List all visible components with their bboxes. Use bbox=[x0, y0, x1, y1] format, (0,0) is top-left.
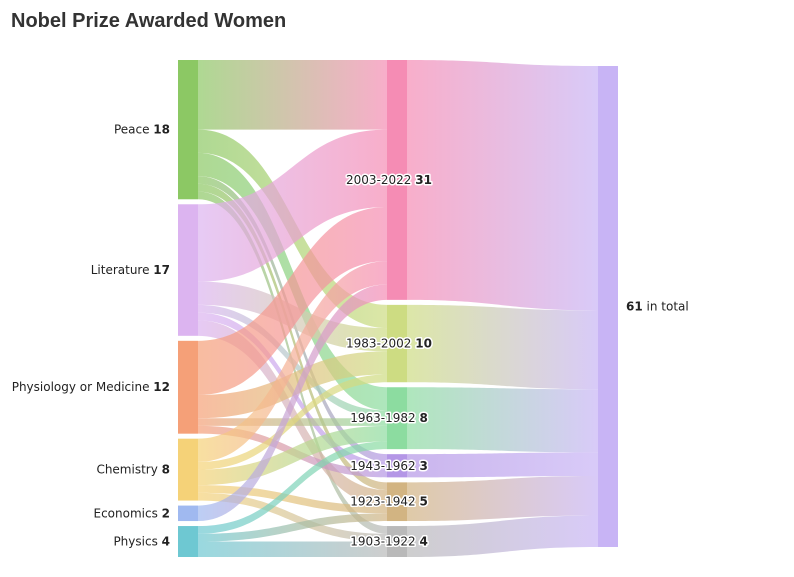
link-physiology-or-medicine-to-2003-2022[interactable] bbox=[198, 207, 387, 395]
node-label-1903-1922: 1903-1922 4 bbox=[350, 534, 428, 548]
node-label-1983-2002: 1983-2002 10 bbox=[346, 336, 432, 350]
node-name-2003-2022: 2003-2022 bbox=[346, 172, 415, 186]
node-name-1943-1962: 1943-1962 bbox=[350, 458, 419, 472]
node-label-physics: Physics 4 bbox=[113, 534, 170, 548]
node-label-literature: Literature 17 bbox=[91, 263, 170, 277]
node-1983-2002[interactable] bbox=[387, 304, 407, 383]
node-label-chemistry: Chemistry 8 bbox=[96, 462, 170, 476]
link-economics-to-2003-2022[interactable] bbox=[198, 284, 387, 522]
link-chemistry-to-2003-2022[interactable] bbox=[198, 261, 387, 462]
node-literature[interactable] bbox=[178, 204, 198, 336]
node-label-2003-2022: 2003-2022 31 bbox=[346, 172, 432, 186]
node-label-physiology-or-medicine: Physiology or Medicine 12 bbox=[12, 380, 170, 394]
link-physiology-or-medicine-to-1983-2002[interactable] bbox=[198, 351, 387, 419]
node-label-1943-1962: 1943-1962 3 bbox=[350, 458, 428, 472]
node-value-1963-1982: 8 bbox=[419, 411, 427, 425]
link-physics-to-1923-1942[interactable] bbox=[198, 513, 387, 542]
node-1903-1922[interactable] bbox=[387, 526, 407, 557]
link-literature-to-1923-1942[interactable] bbox=[198, 320, 387, 506]
node-value-chemistry: 8 bbox=[162, 462, 170, 476]
node-physics[interactable] bbox=[178, 526, 198, 557]
link-1903-1922-to-total[interactable] bbox=[407, 515, 598, 557]
link-1923-1942-to-total[interactable] bbox=[407, 476, 598, 522]
node-chemistry[interactable] bbox=[178, 438, 198, 501]
link-chemistry-to-1903-1922[interactable] bbox=[198, 492, 387, 542]
link-1983-2002-to-total[interactable] bbox=[407, 304, 598, 390]
node-name-peace: Peace bbox=[114, 122, 153, 136]
node-suffix-total: in total bbox=[643, 299, 689, 313]
node-name-economics: Economics bbox=[93, 506, 161, 520]
node-physiology-or-medicine[interactable] bbox=[178, 340, 198, 434]
node-value-2003-2022: 31 bbox=[415, 172, 432, 186]
node-value-physics: 4 bbox=[162, 534, 170, 548]
link-chemistry-to-1983-2002[interactable] bbox=[198, 374, 387, 470]
node-name-physics: Physics bbox=[113, 534, 161, 548]
node-2003-2022[interactable] bbox=[387, 60, 407, 300]
node-label-1963-1982: 1963-1982 8 bbox=[350, 411, 428, 425]
node-economics[interactable] bbox=[178, 505, 198, 522]
node-value-physiology-or-medicine: 12 bbox=[153, 380, 170, 394]
node-value-literature: 17 bbox=[153, 263, 170, 277]
link-1943-1962-to-total[interactable] bbox=[407, 452, 598, 478]
node-label-peace: Peace 18 bbox=[114, 122, 170, 136]
node-value-1943-1962: 3 bbox=[419, 458, 427, 472]
node-name-1923-1942: 1923-1942 bbox=[350, 494, 419, 508]
node-value-total: 61 bbox=[626, 299, 643, 313]
link-peace-to-1923-1942[interactable] bbox=[198, 183, 387, 491]
node-name-chemistry: Chemistry bbox=[96, 462, 161, 476]
node-value-peace: 18 bbox=[153, 122, 170, 136]
node-peace[interactable] bbox=[178, 60, 198, 200]
link-2003-2022-to-total[interactable] bbox=[407, 60, 598, 311]
node-value-economics: 2 bbox=[162, 506, 170, 520]
node-name-1903-1922: 1903-1922 bbox=[350, 534, 419, 548]
node-label-1923-1942: 1923-1942 5 bbox=[350, 494, 428, 508]
node-1943-1962[interactable] bbox=[387, 454, 407, 478]
node-name-physiology-or-medicine: Physiology or Medicine bbox=[12, 380, 154, 394]
node-1923-1942[interactable] bbox=[387, 482, 407, 522]
node-1963-1982[interactable] bbox=[387, 387, 407, 450]
chart-title: Nobel Prize Awarded Women bbox=[11, 10, 287, 32]
label-group: Peace 18 Literature 17 Physiology or Medic… bbox=[12, 122, 689, 549]
link-physics-to-1903-1922[interactable] bbox=[198, 541, 387, 557]
link-peace-to-2003-2022[interactable] bbox=[198, 60, 387, 130]
node-name-1983-2002: 1983-2002 bbox=[346, 336, 415, 350]
node-group bbox=[178, 60, 618, 557]
node-label-total: 61 in total bbox=[626, 299, 689, 313]
link-1963-1982-to-total[interactable] bbox=[407, 387, 598, 453]
link-physics-to-1963-1982[interactable] bbox=[198, 441, 387, 534]
link-chemistry-to-1963-1982[interactable] bbox=[198, 425, 387, 486]
node-label-economics: Economics 2 bbox=[93, 506, 170, 520]
node-name-1963-1982: 1963-1982 bbox=[350, 411, 419, 425]
link-group bbox=[198, 60, 598, 557]
node-name-literature: Literature bbox=[91, 263, 154, 277]
node-value-1923-1942: 5 bbox=[419, 494, 427, 508]
link-literature-to-2003-2022[interactable] bbox=[198, 129, 387, 282]
node-value-1983-2002: 10 bbox=[415, 336, 432, 350]
node-total[interactable] bbox=[598, 66, 618, 547]
node-value-1903-1922: 4 bbox=[419, 534, 427, 548]
